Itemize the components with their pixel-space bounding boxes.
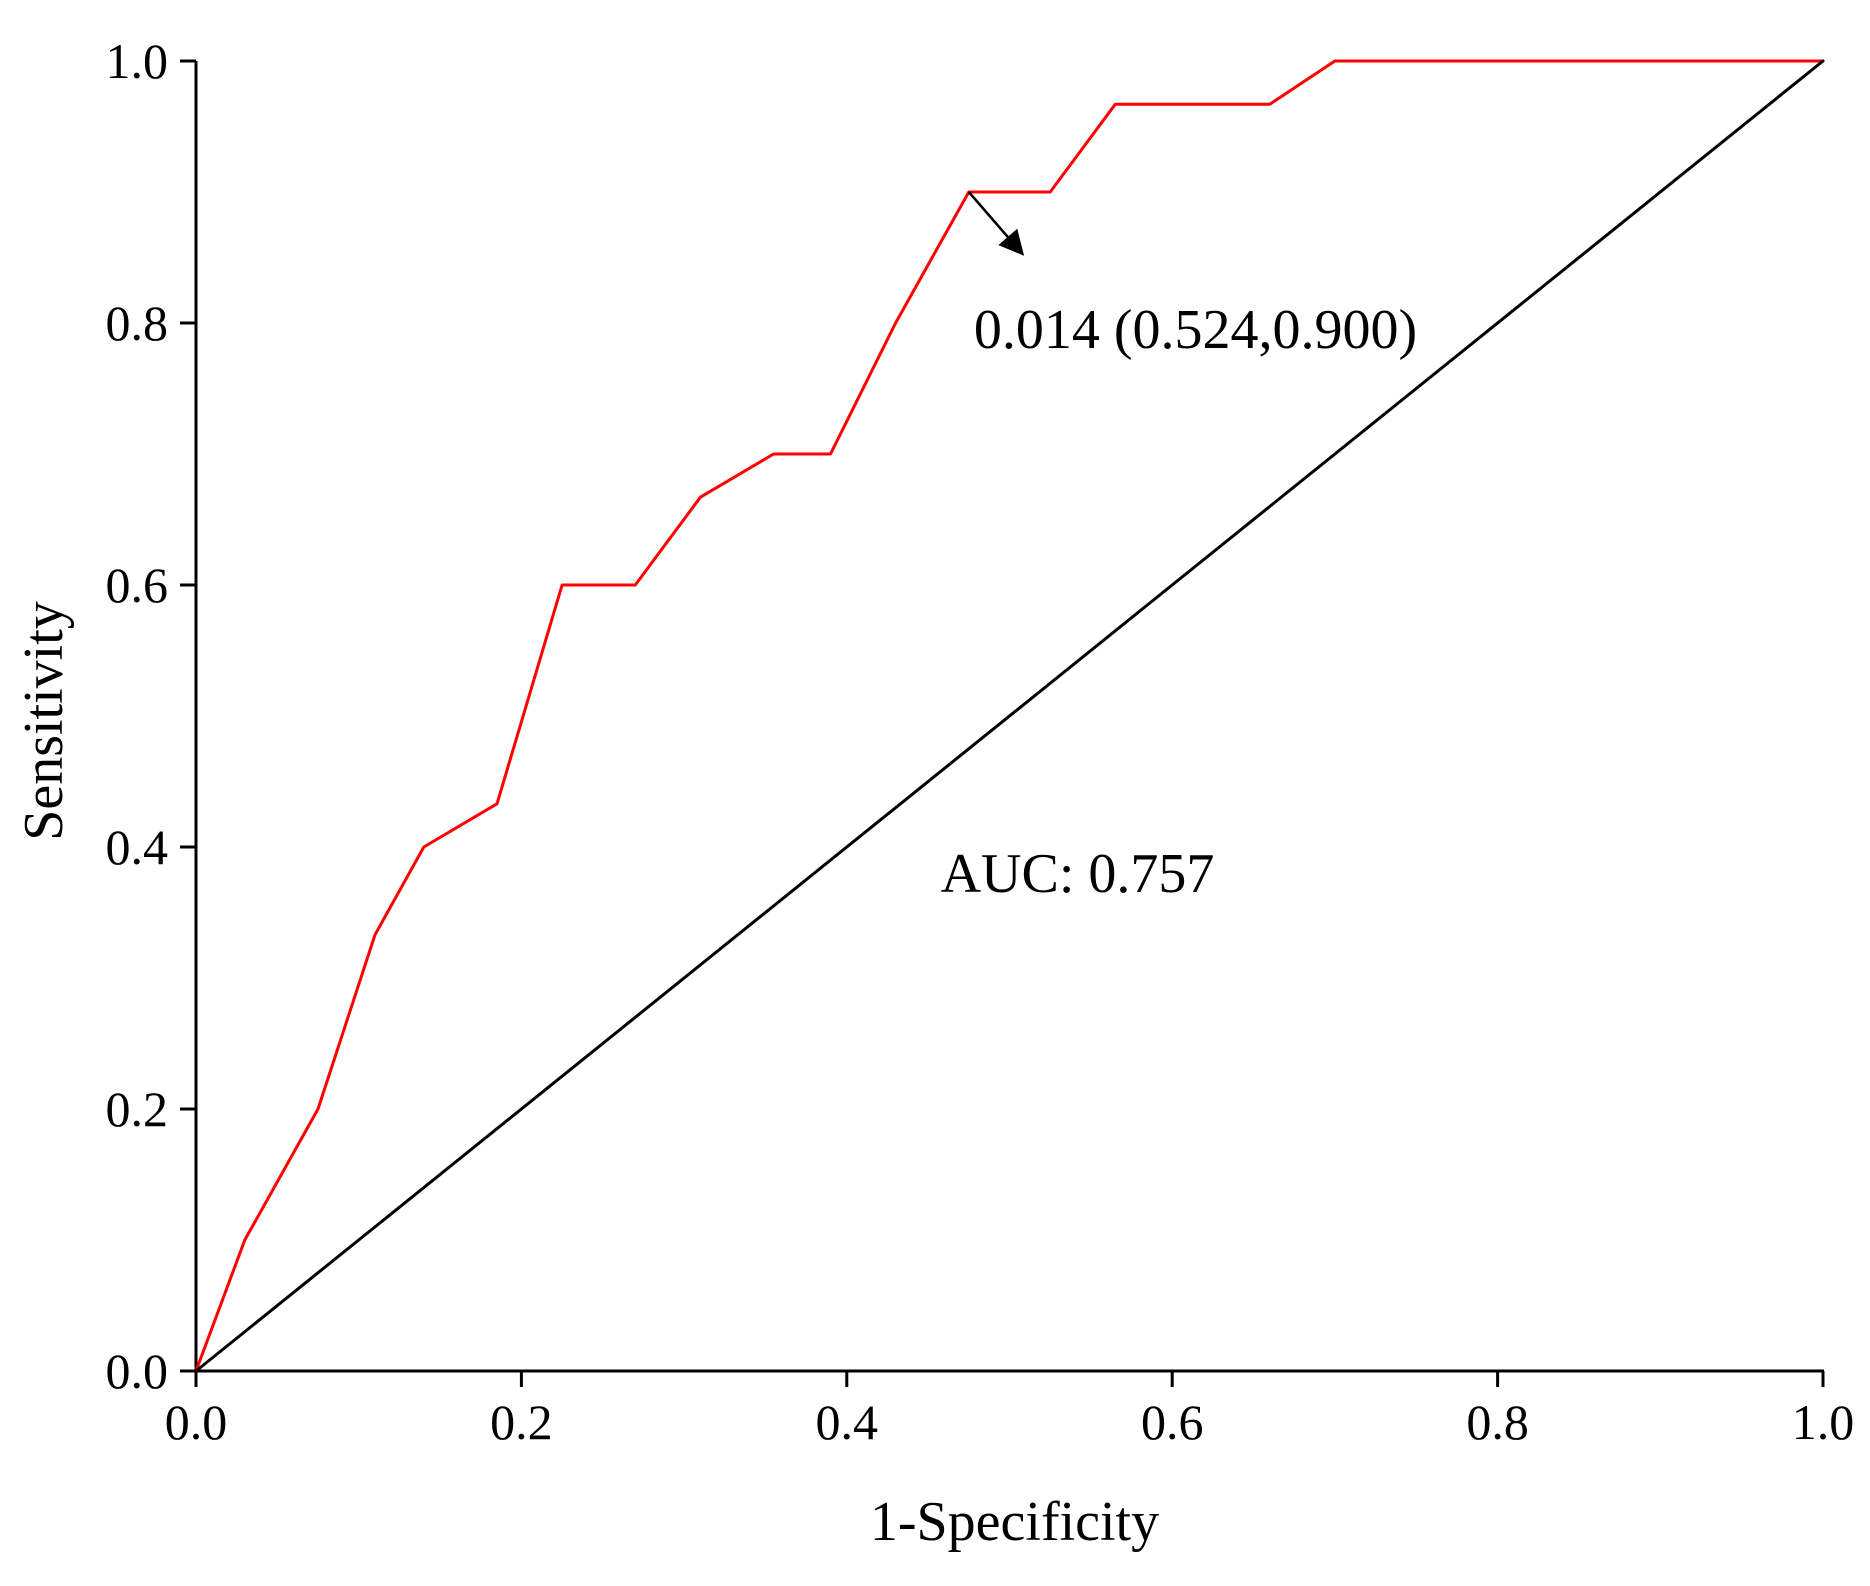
series-layer bbox=[194, 59, 1825, 1373]
y-tick-label: 0.2 bbox=[106, 1081, 169, 1137]
x-tick-label: 0.2 bbox=[490, 1394, 553, 1450]
annotations: 0.014 (0.524,0.900) AUC: 0.757 bbox=[941, 191, 1417, 905]
x-tick-label: 0.6 bbox=[1141, 1394, 1204, 1450]
reference-diagonal-line bbox=[194, 59, 1825, 1373]
x-axis-title: 1-Specificity bbox=[870, 1491, 1159, 1553]
y-tick-label: 0.8 bbox=[106, 295, 169, 351]
x-tick-label: 0.8 bbox=[1466, 1394, 1529, 1450]
y-axis-title: Sensitivity bbox=[13, 601, 75, 841]
cutoff-arrow bbox=[967, 191, 1025, 256]
auc-label: AUC: 0.757 bbox=[941, 843, 1215, 905]
y-tick-label: 0.4 bbox=[106, 819, 169, 875]
x-tick-label: 0.0 bbox=[165, 1394, 228, 1450]
roc-curve-line bbox=[194, 59, 1825, 1373]
cutoff-label: 0.014 (0.524,0.900) bbox=[974, 299, 1417, 361]
y-tick-label: 1.0 bbox=[106, 33, 169, 89]
x-tick-label: 1.0 bbox=[1792, 1394, 1855, 1450]
x-tick-label: 0.4 bbox=[816, 1394, 879, 1450]
axes: 0.0 0.2 0.4 0.6 0.8 1.0 0.0 0.2 0.4 0.6 0.8 1.0 1-Sp… bbox=[13, 33, 1854, 1553]
y-tick-label: 0.0 bbox=[106, 1343, 169, 1399]
y-tick-label: 0.6 bbox=[106, 557, 169, 613]
